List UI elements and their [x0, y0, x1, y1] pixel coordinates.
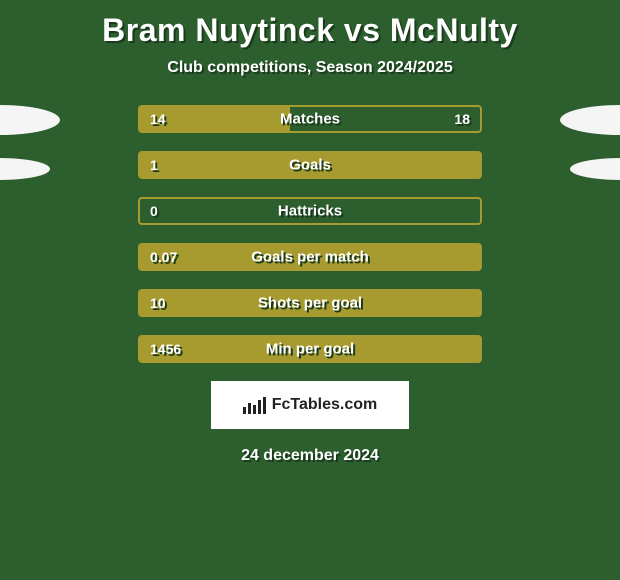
decorative-ellipse — [560, 105, 620, 135]
date-label: 24 december 2024 — [0, 447, 620, 465]
decorative-ellipse — [570, 158, 620, 180]
stat-bar: 1 Goals — [138, 151, 482, 179]
stat-bar: 14 Matches 18 — [138, 105, 482, 133]
stat-label: Goals per match — [251, 249, 369, 266]
stat-bar: 0.07 Goals per match — [138, 243, 482, 271]
bars-container: 14 Matches 18 1 Goals 0 Hattricks 0.07 Goals per… — [138, 105, 482, 363]
stat-bar: 0 Hattricks — [138, 197, 482, 225]
stat-value-right: 18 — [454, 111, 470, 127]
stat-label: Min per goal — [266, 341, 354, 358]
stat-bar: 1456 Min per goal — [138, 335, 482, 363]
decorative-ellipse — [0, 105, 60, 135]
page-subtitle: Club competitions, Season 2024/2025 — [0, 59, 620, 77]
stat-value-left: 1456 — [150, 341, 181, 357]
stat-bar: 10 Shots per goal — [138, 289, 482, 317]
bar-chart-icon — [243, 396, 266, 414]
chart-area: 14 Matches 18 1 Goals 0 Hattricks 0.07 Goals per… — [0, 105, 620, 465]
stat-label: Matches — [280, 111, 340, 128]
stat-label: Shots per goal — [258, 295, 362, 312]
logo-box: FcTables.com — [211, 381, 409, 429]
decorative-ellipse — [0, 158, 50, 180]
stat-value-left: 14 — [150, 111, 166, 127]
logo-text: FcTables.com — [272, 396, 378, 414]
page-title: Bram Nuytinck vs McNulty — [0, 0, 620, 49]
stat-value-left: 10 — [150, 295, 166, 311]
stat-value-left: 0.07 — [150, 249, 177, 265]
stat-value-left: 1 — [150, 157, 158, 173]
stat-value-left: 0 — [150, 203, 158, 219]
stat-label: Hattricks — [278, 203, 342, 220]
stat-label: Goals — [289, 157, 331, 174]
